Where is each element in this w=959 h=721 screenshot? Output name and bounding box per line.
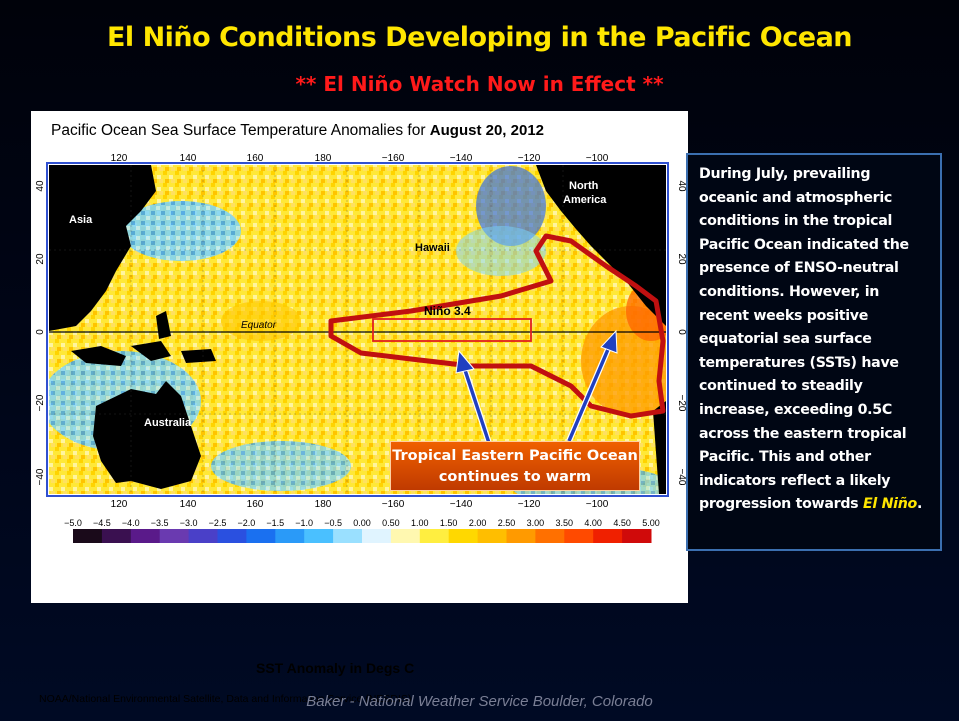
legend-swatch <box>448 529 479 543</box>
legend-tick-label: 0.00 <box>353 518 371 528</box>
legend-swatch <box>477 529 507 543</box>
legend-swatch <box>593 529 623 543</box>
legend-swatch <box>419 529 450 543</box>
legend-tick-label: 0.50 <box>382 518 400 528</box>
legend-swatch <box>622 529 652 543</box>
lon-label-bottom: 180 <box>315 499 332 510</box>
description-box: During July, prevailing oceanic and atmo… <box>686 153 942 551</box>
legend-tick-labels: −5.0 −4.5 −4.0 −3.5 −3.0 −2.5 −2.0 −1.5 −1.0 −0.5… <box>64 518 660 528</box>
lat-label-left: 20 <box>35 253 46 265</box>
lat-label-right: 20 <box>676 253 687 265</box>
label-equator: Equator <box>241 320 277 331</box>
legend-swatch <box>535 529 565 543</box>
legend-tick-label: −1.5 <box>266 518 284 528</box>
warming-callout: Tropical Eastern Pacific Ocean continues… <box>390 441 640 491</box>
map-credit: NOAA/National Environmental Satellite, D… <box>39 693 412 705</box>
lat-label-left: −20 <box>35 394 46 411</box>
legend-tick-label: −4.0 <box>122 518 140 528</box>
lat-label-right: 0 <box>676 329 687 335</box>
legend-tick-label: 1.50 <box>440 518 458 528</box>
legend-tick-label: 2.00 <box>469 518 487 528</box>
legend-tick-label: −3.0 <box>180 518 198 528</box>
legend-tick-label: 4.00 <box>584 518 602 528</box>
nino-34-box <box>372 318 532 342</box>
lat-label-left: 0 <box>35 329 46 335</box>
lon-label-bottom: −160 <box>382 499 405 510</box>
legend-tick-label: −2.5 <box>209 518 227 528</box>
legend-tick-label: −3.5 <box>151 518 169 528</box>
lat-label-right: −40 <box>676 469 687 486</box>
map-title: Pacific Ocean Sea Surface Temperature An… <box>51 122 545 139</box>
lon-label-top: 140 <box>180 153 197 164</box>
legend-tick-label: 3.00 <box>527 518 545 528</box>
legend-tick-label: 2.50 <box>498 518 516 528</box>
slide-subtitle: ** El Niño Watch Now in Effect ** <box>295 72 664 96</box>
legend-tick-label: −4.5 <box>93 518 111 528</box>
label-america: America <box>563 194 607 206</box>
lon-label-top: 120 <box>111 153 128 164</box>
legend-tick-label: −2.0 <box>238 518 256 528</box>
description-emphasis: El Niño <box>862 496 917 513</box>
legend-tick-label: −5.0 <box>64 518 82 528</box>
legend-tick-label: −0.5 <box>324 518 342 528</box>
lon-label-bottom: −120 <box>518 499 541 510</box>
callout-line-2: continues to warm <box>438 469 592 485</box>
sst-color-scale <box>73 529 652 543</box>
legend-swatch <box>390 529 421 543</box>
lon-label-bottom: −140 <box>450 499 473 510</box>
legend-swatch <box>362 529 392 543</box>
description-text: During July, prevailing oceanic and atmo… <box>699 166 909 513</box>
sst-map-panel: Pacific Ocean Sea Surface Temperature An… <box>31 111 688 705</box>
slide-title: El Niño Conditions Developing in the Pac… <box>106 22 853 53</box>
warming-arrows <box>455 329 618 444</box>
lon-label-bottom: −100 <box>586 499 609 510</box>
sst-map: Asia North America Hawaii Equator Austra… <box>35 153 687 543</box>
legend-swatch <box>188 529 218 543</box>
label-hawaii: Hawaii <box>415 242 450 254</box>
description-end: . <box>916 496 923 513</box>
callout-line-1: Tropical Eastern Pacific Ocean <box>392 448 638 464</box>
legend-swatch <box>73 529 103 543</box>
lat-label-left: 40 <box>35 180 46 192</box>
legend-swatch <box>217 529 247 543</box>
lon-label-bottom: 120 <box>111 499 128 510</box>
lat-label-left: −40 <box>35 468 46 485</box>
lon-label-top: 180 <box>315 153 332 164</box>
legend-tick-label: 5.00 <box>642 518 660 528</box>
lon-label-top: −100 <box>586 153 609 164</box>
legend-swatch <box>304 529 334 543</box>
legend-tick-label: −1.0 <box>295 518 313 528</box>
map-date: August 20, 2012 <box>429 122 545 139</box>
legend-swatch <box>246 529 276 543</box>
lon-label-top: −140 <box>450 153 473 164</box>
legend-swatch <box>333 529 363 543</box>
lon-label-bottom: 140 <box>180 499 197 510</box>
lat-label-right: −20 <box>676 395 687 412</box>
lon-label-top: −160 <box>382 153 405 164</box>
warm-anomaly-outline <box>328 233 666 419</box>
legend-swatch <box>130 529 161 543</box>
lon-label-top: −120 <box>518 153 541 164</box>
label-north: North <box>569 180 599 192</box>
asia-landmass <box>49 165 156 331</box>
legend-swatch <box>564 529 594 543</box>
lon-label-top: 160 <box>247 153 264 164</box>
legend-swatch <box>101 529 132 543</box>
slide-footer: Baker - National Weather Service Boulder… <box>306 693 653 710</box>
label-asia: Asia <box>69 214 93 226</box>
label-australia: Australia <box>144 417 192 429</box>
legend-swatch <box>159 529 190 543</box>
legend-title: SST Anomaly in Degs C <box>256 660 415 676</box>
lon-label-bottom: 160 <box>247 499 264 510</box>
sst-anomaly-field: Asia North America Hawaii Equator Austra… <box>49 165 666 494</box>
label-nino-34: Niño 3.4 <box>424 304 471 318</box>
legend-swatch <box>506 529 536 543</box>
legend-swatch <box>275 529 305 543</box>
lat-label-right: 40 <box>676 180 687 192</box>
legend-tick-label: 1.00 <box>411 518 429 528</box>
legend-tick-label: 4.50 <box>613 518 631 528</box>
australia-landmass <box>93 381 201 489</box>
legend-tick-label: 3.50 <box>556 518 574 528</box>
